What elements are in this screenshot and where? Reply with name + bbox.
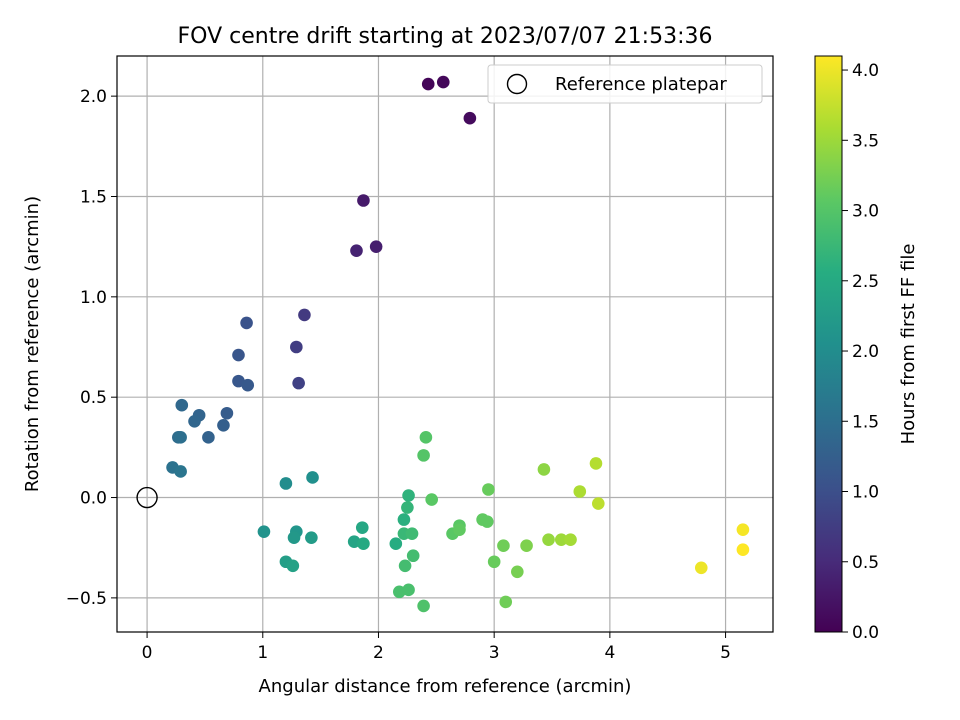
x-tick-label: 4 [604, 643, 615, 663]
y-tick-label: −0.5 [66, 589, 107, 609]
data-point [453, 523, 466, 536]
reference-platepar-marker [136, 486, 158, 509]
data-point [554, 533, 568, 546]
x-tick-label: 5 [720, 643, 731, 663]
y-tick-label: 1.5 [80, 187, 107, 207]
colorbar-tick-label: 0.5 [852, 553, 879, 573]
data-point [241, 378, 255, 392]
data-point [402, 489, 415, 502]
data-point [257, 525, 271, 538]
colorbar-tick-label: 2.5 [852, 272, 879, 292]
data-point [305, 531, 318, 544]
data-point [591, 497, 605, 510]
colorbar-tick-label: 1.5 [852, 412, 879, 432]
legend-box [487, 64, 763, 104]
data-point [589, 457, 603, 470]
data-point [174, 431, 187, 444]
colorbar-tick-label: 1.0 [852, 483, 879, 503]
data-point [397, 513, 411, 526]
data-point [298, 308, 311, 322]
data-point [175, 398, 189, 412]
data-point [419, 431, 433, 444]
x-tick-label: 1 [257, 643, 268, 663]
grid [117, 56, 773, 632]
data-point [463, 111, 477, 125]
colorbar-tick-label: 3.0 [852, 202, 879, 222]
data-point [417, 449, 430, 462]
data-point [736, 523, 750, 536]
colorbar-tick-label: 0.0 [852, 623, 879, 643]
data-point [405, 527, 419, 540]
y-axis-label: Rotation from reference (arcmin) [22, 196, 43, 492]
colorbar-gradient [814, 55, 843, 633]
colorbar-tick-label: 3.5 [852, 131, 879, 151]
data-point [736, 543, 750, 557]
data-point [511, 565, 524, 579]
data-point [520, 539, 533, 553]
data-point [421, 77, 435, 91]
legend-label: Reference platepar [555, 74, 727, 95]
y-tick-label: 0.0 [80, 489, 107, 509]
data-point [406, 549, 420, 563]
data-point [292, 376, 305, 390]
x-tick-label: 2 [373, 643, 384, 663]
data-point [306, 471, 319, 484]
data-point [217, 418, 230, 432]
colorbar-tick-label: 4.0 [852, 61, 879, 81]
colorbar-tick-label: 2.0 [852, 342, 879, 362]
x-tick-label: 3 [489, 643, 500, 663]
data-point [402, 583, 415, 597]
data-point [573, 485, 587, 498]
legend-open-circle-marker [506, 73, 528, 95]
data-point [286, 559, 300, 573]
data-point [232, 348, 245, 362]
data-point [482, 483, 495, 496]
data-point [174, 465, 187, 478]
data-point [487, 555, 501, 569]
data-point [355, 521, 369, 534]
data-point [369, 240, 383, 253]
y-tick-label: 2.0 [80, 87, 107, 107]
chart-title: FOV centre drift starting at 2023/07/07 … [178, 24, 713, 49]
data-point [542, 533, 555, 546]
data-point [398, 559, 412, 573]
colorbar-label: Hours from first FF file [898, 244, 919, 445]
data-point [357, 537, 370, 550]
data-point [499, 595, 513, 609]
data-point [290, 340, 303, 354]
y-axis: −0.5 0.0 0.5 1.0 1.5 2.0 [66, 87, 117, 609]
data-point [350, 244, 363, 257]
x-axis-label: Angular distance from reference (arcmin) [259, 676, 632, 697]
data-point [537, 463, 551, 476]
data-point [202, 431, 215, 444]
data-point [279, 477, 293, 490]
colorbar: 0.0 0.5 1.0 1.5 2.0 2.5 3.0 3.5 4.0 Hours from f… [814, 55, 919, 643]
data-point [389, 537, 403, 550]
data-point [401, 501, 414, 514]
x-tick-label: 0 [142, 643, 153, 663]
data-point [240, 316, 253, 330]
data-point [188, 414, 201, 428]
colorbar-ticks: 0.0 0.5 1.0 1.5 2.0 2.5 3.0 3.5 4.0 [842, 61, 879, 643]
data-point [497, 539, 510, 553]
data-point [287, 531, 301, 544]
y-tick-label: 1.0 [80, 288, 107, 308]
plot-area-frame [116, 55, 774, 633]
legend: Reference platepar [487, 64, 763, 104]
data-point [425, 493, 438, 506]
y-tick-label: 0.5 [80, 388, 107, 408]
data-point [220, 406, 234, 420]
data-point [417, 599, 430, 613]
data-point [480, 515, 494, 528]
data-point [694, 561, 708, 575]
data-point [564, 533, 577, 546]
x-axis: 0 1 2 3 4 5 [142, 632, 731, 663]
scatter-points [136, 75, 750, 613]
data-point [357, 194, 370, 207]
data-point [436, 75, 450, 89]
